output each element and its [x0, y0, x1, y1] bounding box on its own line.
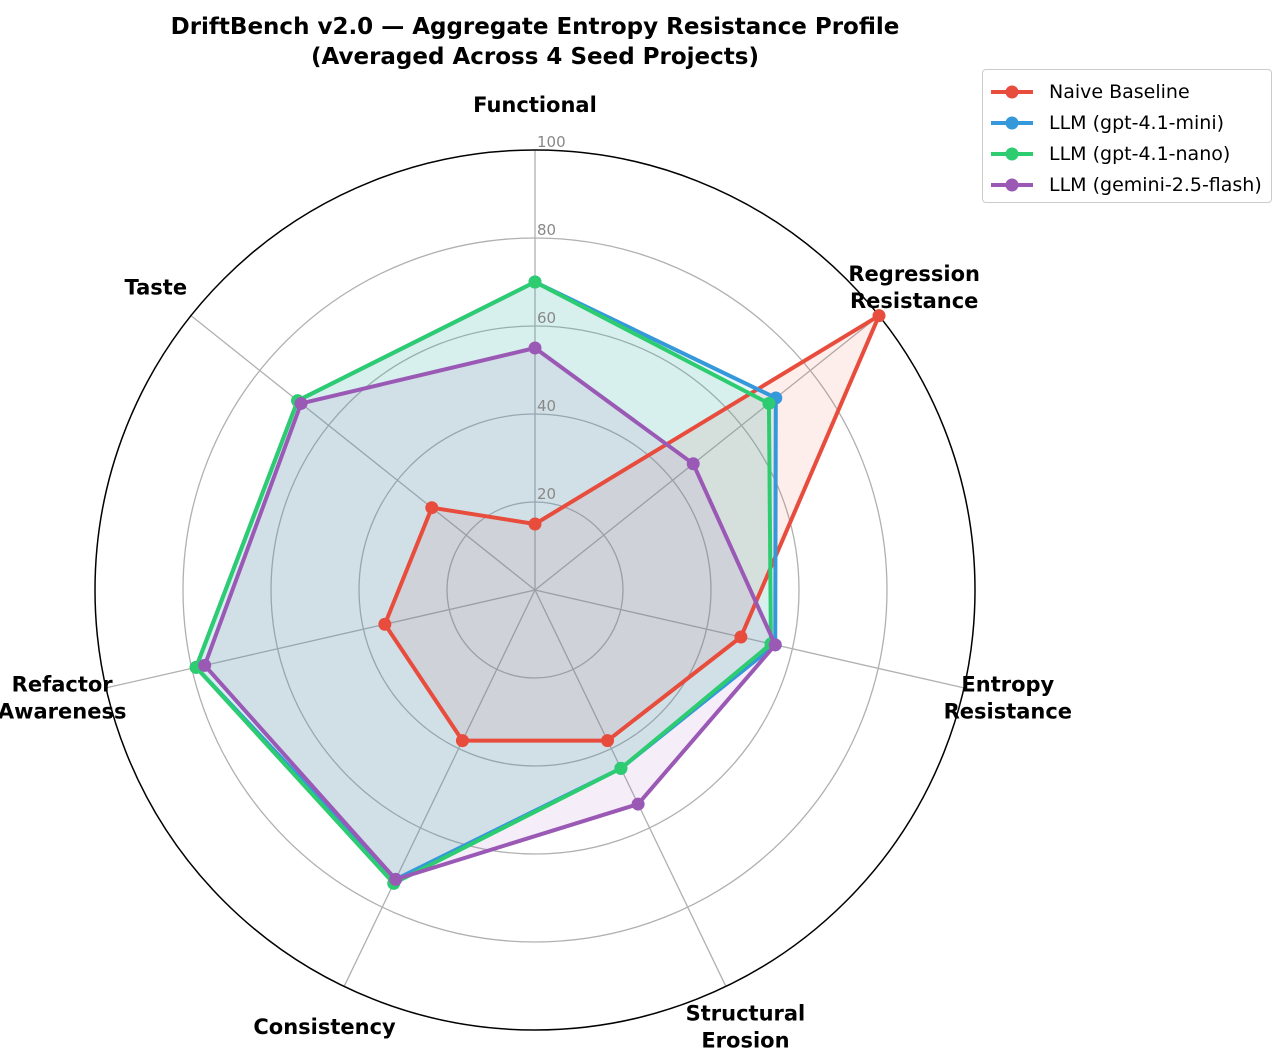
series-line-3: [202, 346, 778, 882]
tick-label-80: 80: [537, 221, 556, 239]
series-0-point-3: [601, 734, 615, 748]
series-fill-1: [196, 282, 776, 880]
legend-label-1: LLM (gpt-4.1-mini): [1049, 111, 1225, 134]
legend-item-3: LLM (gemini-2.5-flash): [989, 169, 1271, 200]
grid-spoke-6: [190, 315, 536, 591]
outer-frame: [94, 149, 976, 1031]
series-2-point-1: [762, 396, 776, 410]
series-0-point-2: [734, 630, 748, 644]
legend-item-1: LLM (gpt-4.1-mini): [989, 107, 1271, 138]
series-0-point-1: [872, 309, 886, 323]
grid-spoke-2: [534, 589, 965, 689]
legend-swatch-3: [989, 175, 1035, 195]
grid-spoke-5: [105, 589, 536, 689]
legend-item-0: Naive Baseline: [989, 76, 1271, 107]
series-0-point-5: [378, 617, 392, 631]
axis-label-5: Refactor Awareness: [0, 672, 126, 723]
series-3-point-3: [631, 797, 645, 811]
legend-swatch-0: [989, 82, 1035, 102]
series-3-point-2: [768, 638, 782, 652]
series-2-point-0: [528, 275, 542, 289]
series-3-point-5: [198, 658, 212, 672]
legend: Naive Baseline LLM (gpt-4.1-mini) LLM (gpt…: [982, 69, 1272, 203]
series-3-point-6: [294, 396, 308, 410]
legend-label-2: LLM (gpt-4.1-nano): [1049, 142, 1231, 165]
axis-label-line: Entropy: [961, 672, 1054, 696]
axis-label-4: Consistency: [253, 1015, 396, 1039]
series-3-point-0: [528, 341, 542, 355]
radar-grid: [94, 149, 976, 1031]
series-line-2: [194, 280, 773, 886]
tick-label-40: 40: [537, 397, 556, 415]
axis-label-6: Taste: [125, 276, 188, 300]
axis-label-3: Structural Erosion: [686, 1001, 806, 1052]
series-0-point-6: [425, 501, 439, 515]
grid-spoke-3: [534, 589, 727, 987]
grid-spoke-1: [534, 315, 880, 591]
series-3-point-4: [389, 872, 403, 886]
series-line-0: [382, 313, 882, 743]
axis-label-line: Taste: [125, 276, 188, 300]
series-0-point-0: [528, 517, 542, 531]
series-fill-2: [196, 282, 771, 884]
axis-label-line: Resistance: [850, 289, 978, 313]
grid-spoke-4: [343, 589, 536, 987]
axis-label-line: Refactor: [12, 672, 114, 696]
axis-label-0: Functional: [473, 93, 597, 117]
tick-label-60: 60: [537, 309, 556, 327]
legend-swatch-1: [989, 113, 1035, 133]
axis-label-1: Regression Resistance: [848, 262, 980, 313]
axis-label-line: Structural: [686, 1001, 806, 1025]
tick-label-100: 100: [537, 133, 566, 151]
legend-label-3: LLM (gemini-2.5-flash): [1049, 173, 1262, 196]
axis-label-line: Awareness: [0, 699, 126, 723]
legend-label-0: Naive Baseline: [1049, 80, 1190, 103]
chart-subtitle-line: (Averaged Across 4 Seed Projects): [310, 44, 759, 70]
legend-item-2: LLM (gpt-4.1-nano): [989, 138, 1271, 169]
axis-label-line: Consistency: [253, 1015, 396, 1039]
tick-label-20: 20: [537, 485, 556, 503]
series-fill-0: [384, 315, 880, 741]
legend-swatch-2: [989, 144, 1035, 164]
radar-labels: 20 40 60 80 100 Functional Regression Resistanc…: [0, 93, 1072, 1052]
series-0-point-4: [455, 734, 469, 748]
series-3-point-1: [686, 457, 700, 471]
axis-label-2: Entropy Resistance: [944, 672, 1072, 723]
chart-title: DriftBench v2.0 — Aggregate Entropy Resi…: [0, 12, 1070, 72]
radar-series: [189, 275, 886, 890]
axis-label-line: Erosion: [701, 1028, 789, 1052]
axis-label-line: Functional: [473, 93, 597, 117]
series-fill-3: [204, 348, 776, 880]
series-2-point-3: [614, 761, 628, 775]
axis-label-line: Resistance: [944, 699, 1072, 723]
chart-title-line: DriftBench v2.0 — Aggregate Entropy Resi…: [170, 14, 900, 40]
axis-label-line: Regression: [848, 262, 980, 286]
